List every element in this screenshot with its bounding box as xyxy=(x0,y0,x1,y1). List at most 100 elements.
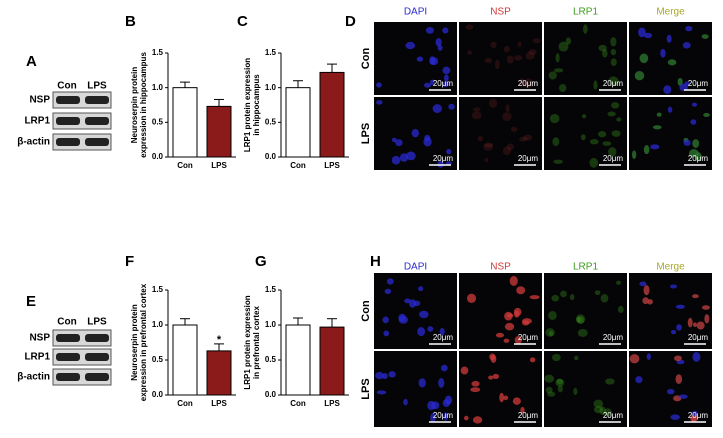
cell-signal xyxy=(427,326,434,332)
cell-signal xyxy=(573,387,578,396)
cell-signal xyxy=(663,85,672,94)
x-tick-label: Con xyxy=(290,399,306,408)
micrograph-cell xyxy=(459,97,542,170)
channel-label: NSP xyxy=(490,262,511,273)
y-tick-label: 1.5 xyxy=(152,285,164,294)
y-tick-label: 0.5 xyxy=(152,355,164,364)
cell-signal xyxy=(643,32,653,39)
cell-signal xyxy=(692,352,701,362)
blot-band xyxy=(85,96,109,104)
cell-signal xyxy=(503,45,510,53)
cell-signal xyxy=(669,284,678,289)
scale-bar-label: 20μm xyxy=(518,79,539,88)
condition-label: LPS xyxy=(360,123,372,144)
channel-label: LRP1 xyxy=(573,7,598,18)
cell-signal xyxy=(685,26,693,32)
cell-signal xyxy=(610,58,617,67)
cell-signal xyxy=(691,416,697,423)
cell-signal xyxy=(701,34,709,39)
cell-signal xyxy=(532,38,541,44)
y-tick-label: 0.5 xyxy=(265,117,277,126)
cell-signal xyxy=(643,285,650,296)
cell-signal xyxy=(460,366,469,375)
cell-signal xyxy=(683,139,691,146)
scale-bar-label: 20μm xyxy=(433,154,454,163)
scale-bar-label: 20μm xyxy=(603,79,624,88)
cell-signal xyxy=(687,317,693,328)
cell-signal xyxy=(391,137,397,143)
row-label: NSP xyxy=(29,95,50,106)
cell-signal xyxy=(512,397,521,405)
y-tick-label: 0.0 xyxy=(152,390,164,399)
cell-signal xyxy=(688,149,699,158)
bar xyxy=(319,326,345,396)
cell-signal xyxy=(517,41,522,48)
micrograph-cell xyxy=(544,351,627,427)
condition-label: Con xyxy=(360,300,372,322)
cell-signal xyxy=(545,328,555,337)
cell-signal xyxy=(670,329,677,335)
cell-signal xyxy=(692,322,698,328)
cell-signal xyxy=(503,395,509,401)
cell-signal xyxy=(488,98,498,109)
cell-signal xyxy=(398,315,408,324)
cell-signal xyxy=(444,395,453,405)
cell-signal xyxy=(404,298,411,304)
bar xyxy=(206,350,232,396)
cell-signal xyxy=(488,375,494,380)
lane-label: Con xyxy=(57,317,76,328)
x-tick-label: Con xyxy=(177,399,193,408)
cell-signal xyxy=(558,41,569,52)
lane-label: Con xyxy=(57,81,76,92)
cell-signal xyxy=(666,388,675,395)
y-tick-label: 0.0 xyxy=(265,390,277,399)
bar xyxy=(285,87,311,158)
micrograph-cell xyxy=(374,351,457,427)
cell-signal xyxy=(602,49,608,58)
cell-signal xyxy=(642,297,649,305)
cell-signal xyxy=(430,79,435,86)
cell-signal xyxy=(376,390,387,395)
blot-band xyxy=(56,117,80,125)
bar xyxy=(285,324,311,396)
channel-label: DAPI xyxy=(404,7,427,18)
cell-signal xyxy=(638,27,646,38)
cell-signal xyxy=(528,49,537,55)
bar xyxy=(206,105,232,158)
cell-signal xyxy=(656,112,662,117)
cell-signal xyxy=(442,27,449,34)
cell-signal xyxy=(553,68,564,73)
blot-band xyxy=(56,138,80,146)
scale-bar-label: 20μm xyxy=(518,411,539,420)
panel-label: A xyxy=(26,53,37,70)
scale-bar-label: 20μm xyxy=(433,411,454,420)
blot-band xyxy=(56,353,80,361)
cell-signal xyxy=(466,293,477,304)
cell-signal xyxy=(549,113,560,124)
cell-signal xyxy=(548,71,557,80)
blot-band xyxy=(85,373,109,381)
cell-signal xyxy=(423,137,432,147)
cell-signal xyxy=(544,374,555,383)
cell-signal xyxy=(677,78,683,86)
channel-label: NSP xyxy=(490,7,511,18)
cell-signal xyxy=(472,107,481,112)
y-axis-label: expression in prefrontal cortex xyxy=(139,283,148,401)
panel-label: H xyxy=(370,253,381,270)
cell-signal xyxy=(593,399,604,408)
blot-band xyxy=(85,138,109,146)
cell-signal xyxy=(406,151,416,161)
scale-bar-label: 20μm xyxy=(688,79,709,88)
cell-signal xyxy=(506,55,514,64)
micrograph-cell xyxy=(544,273,627,349)
y-tick-label: 1.5 xyxy=(265,48,277,57)
cell-signal xyxy=(639,53,649,64)
cell-signal xyxy=(593,80,598,90)
lane-label: LPS xyxy=(87,317,107,328)
cell-signal xyxy=(484,157,489,163)
y-tick-label: 0.0 xyxy=(265,152,277,161)
scale-bar-label: 20μm xyxy=(688,154,709,163)
cell-signal xyxy=(520,406,525,414)
cell-signal xyxy=(529,295,540,300)
cell-signal xyxy=(675,374,683,385)
